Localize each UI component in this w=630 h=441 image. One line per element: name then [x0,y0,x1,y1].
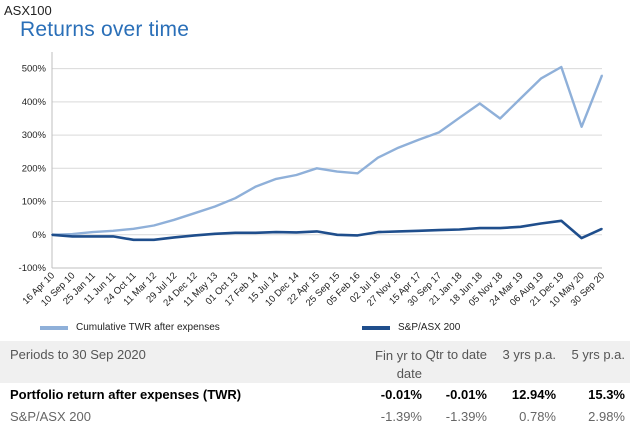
data-point-asx200 [112,235,114,238]
data-point-asx200 [397,230,400,233]
data-point-asx200 [438,229,440,231]
data-point-asx200 [193,234,196,237]
data-point-asx200 [132,238,135,241]
cell-qtr: -0.01% [445,387,487,402]
table-header-5yrs: 5 yrs p.a. [571,347,625,362]
row-label: Portfolio return after expenses (TWR) [10,387,242,402]
data-point-twr [601,74,603,77]
legend-label-asx200: S&P/ASX 200 [398,322,461,333]
data-point-asx200 [417,229,420,232]
cell-3yrs: 0.78% [519,409,556,424]
data-point-asx200 [377,231,379,233]
data-point-asx200 [336,233,338,236]
y-tick-label: 400% [22,97,47,108]
data-point-twr [519,97,522,100]
data-point-twr [91,231,94,233]
data-point-twr [478,102,481,105]
data-point-asx200 [499,227,501,229]
cell-5yrs: 15.3% [588,387,625,402]
legend-swatch-twr [40,325,68,330]
table-row: Portfolio return after expenses (TWR) -0… [0,387,630,407]
data-point-asx200 [580,237,583,239]
table-header-qtr: Qtr to date [425,347,487,362]
table-header-row: Periods to 30 Sep 2020 Fin yr to date Qt… [0,341,630,383]
data-point-twr [499,117,501,120]
data-point-asx200 [275,231,277,233]
data-point-twr [397,146,400,149]
series-line-asx200 [51,219,603,242]
y-tick-label: 300% [22,130,47,141]
legend-item-asx200: S&P/ASX 200 [362,322,460,333]
table-header-period: Periods to 30 Sep 2020 [10,347,146,362]
table-header-3yrs: 3 yrs p.a. [502,347,556,362]
y-tick-label: -100% [19,263,47,274]
cell-5yrs: 2.98% [588,409,625,424]
data-point-twr [336,170,338,173]
data-point-twr [153,224,155,227]
table-row: S&P/ASX 200 -1.39% -1.39% 0.78% 2.98% [0,409,630,429]
index-label: ASX100 [4,3,52,18]
data-point-asx200 [254,231,257,234]
data-point-asx200 [316,230,318,233]
data-point-twr [356,172,359,175]
data-point-asx200 [214,232,216,235]
y-tick-label: 100% [22,197,47,208]
cell-qtr: -1.39% [445,409,487,424]
y-tick-label: 200% [22,163,47,174]
chart-title: Returns over time [20,18,190,41]
table-header-fin-yr: Fin yr to date [375,348,422,381]
data-point-asx200 [478,227,481,229]
data-point-asx200 [51,233,53,236]
data-point-twr [580,125,583,128]
data-point-twr [540,77,542,80]
row-label: S&P/ASX 200 [10,409,91,424]
data-point-twr [560,66,563,68]
data-point-asx200 [458,228,461,231]
data-point-twr [295,174,298,176]
data-point-twr [275,178,277,180]
data-point-twr [112,229,114,232]
y-tick-label: 500% [22,64,47,75]
data-point-twr [173,219,176,221]
data-point-twr [234,197,237,200]
data-point-asx200 [601,227,603,230]
data-point-twr [458,116,461,119]
data-point-asx200 [519,225,522,228]
data-point-twr [417,138,420,141]
data-point-asx200 [173,236,176,239]
data-point-asx200 [91,235,94,238]
data-point-asx200 [560,220,563,222]
data-point-twr [316,167,318,170]
cell-fin-yr: -0.01% [380,387,422,402]
data-point-asx200 [295,231,298,234]
data-point-asx200 [234,231,237,234]
data-point-asx200 [356,234,359,237]
data-point-twr [377,156,379,159]
cell-3yrs: 12.94% [511,387,556,402]
data-point-twr [71,233,74,235]
y-tick-label: 0% [32,230,46,241]
cell-fin-yr: -1.39% [380,409,422,424]
data-point-twr [254,185,257,188]
legend-label-twr: Cumulative TWR after expenses [76,322,220,333]
legend-item-twr: Cumulative TWR after expenses [40,322,220,333]
data-point-twr [214,205,216,208]
legend-swatch-asx200 [362,325,390,330]
data-point-twr [132,227,135,230]
data-point-twr [438,131,440,134]
data-point-twr [193,212,196,214]
data-point-asx200 [540,222,542,225]
series-line-twr [51,65,604,236]
data-point-asx200 [71,235,74,238]
data-point-asx200 [153,238,155,241]
